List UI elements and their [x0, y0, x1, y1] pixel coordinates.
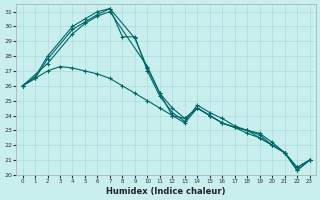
- X-axis label: Humidex (Indice chaleur): Humidex (Indice chaleur): [106, 187, 226, 196]
